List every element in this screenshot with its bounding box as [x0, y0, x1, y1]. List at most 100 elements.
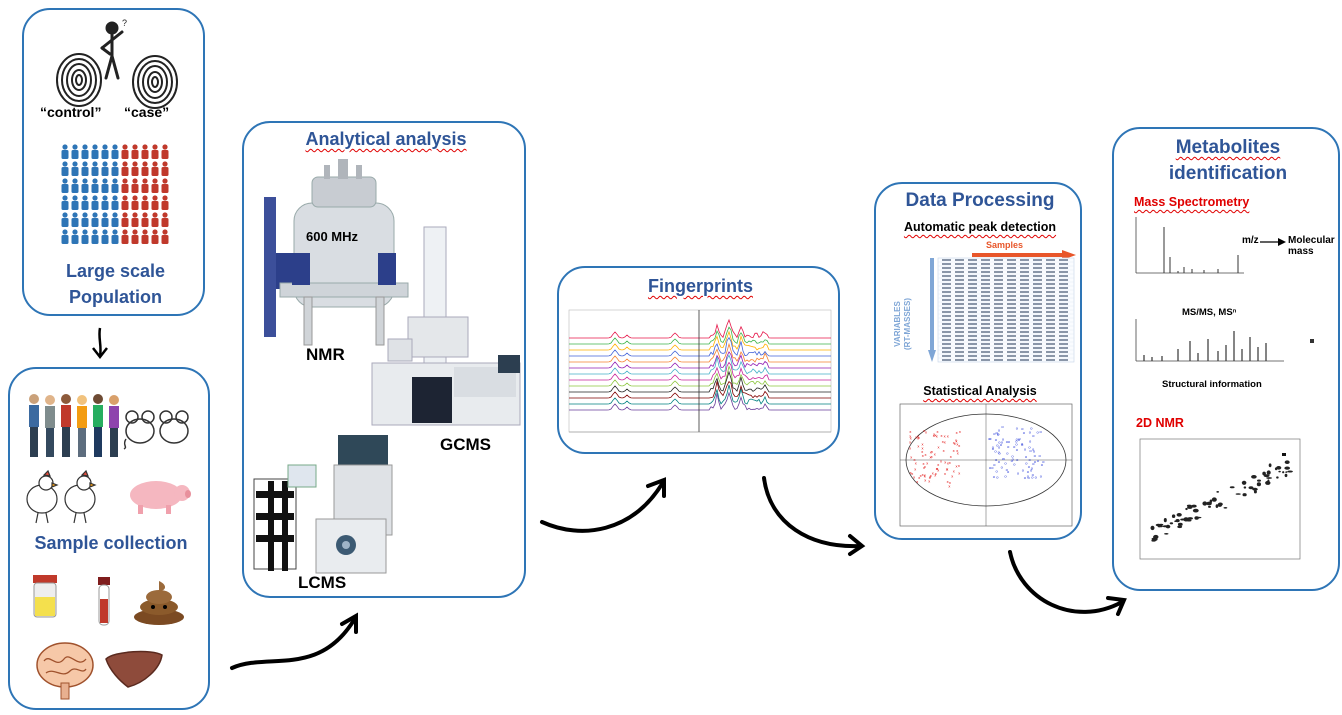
svg-text:o: o	[1029, 457, 1032, 462]
svg-text:x: x	[915, 460, 917, 465]
svg-text:o: o	[1029, 438, 1032, 443]
svg-text:x: x	[942, 439, 944, 444]
svg-text:x: x	[935, 432, 937, 437]
svg-text:x: x	[958, 471, 960, 476]
svg-text:o: o	[996, 443, 999, 448]
svg-text:o: o	[998, 445, 1001, 450]
svg-text:x: x	[910, 454, 912, 459]
svg-text:o: o	[1031, 474, 1034, 479]
svg-text:x: x	[940, 459, 942, 464]
svg-text:x: x	[946, 467, 948, 472]
lcms-label: LCMS	[298, 573, 347, 592]
svg-text:x: x	[953, 440, 955, 445]
svg-text:x: x	[922, 453, 924, 458]
svg-text:o: o	[1017, 470, 1020, 475]
samples-arrow-icon	[972, 250, 1076, 260]
svg-text:x: x	[958, 463, 960, 468]
sample-collection-title: Sample collection	[34, 533, 188, 553]
svg-text:o: o	[1015, 442, 1018, 447]
svg-text:x: x	[955, 437, 957, 442]
svg-text:x: x	[932, 470, 934, 475]
svg-text:x: x	[937, 468, 939, 473]
metabolites-title-line1: Metabolites	[1175, 137, 1281, 158]
svg-text:o: o	[994, 448, 997, 453]
svg-text:o: o	[1042, 459, 1045, 464]
svg-text:o: o	[995, 457, 998, 462]
svg-text:o: o	[993, 462, 996, 467]
svg-text:o: o	[1034, 459, 1037, 464]
svg-text:o: o	[989, 465, 992, 470]
structural-information-label: Structural information	[1162, 379, 1262, 390]
svg-text:x: x	[918, 475, 920, 480]
svg-text:x: x	[916, 479, 918, 484]
svg-text:o: o	[1025, 454, 1028, 459]
chickens-icon	[26, 469, 97, 524]
svg-text:o: o	[1039, 453, 1042, 458]
svg-text:o: o	[993, 431, 996, 436]
svg-text:x: x	[936, 434, 938, 439]
svg-text:x: x	[949, 480, 951, 485]
svg-text:o: o	[1001, 465, 1004, 470]
svg-text:x: x	[921, 449, 923, 454]
svg-text:x: x	[911, 471, 913, 476]
svg-text:x: x	[944, 459, 946, 464]
svg-text:o: o	[1022, 468, 1025, 473]
svg-text:x: x	[915, 435, 917, 440]
svg-text:x: x	[923, 428, 925, 433]
pig-icon	[130, 481, 191, 514]
flow-arrow-4-icon	[1008, 550, 1127, 616]
svg-text:?: ?	[122, 18, 127, 28]
msms-label: MS/MS, MSⁿ	[1182, 307, 1237, 318]
brain-icon	[36, 642, 94, 700]
mass-spectrometry-title: Mass Spectrometry	[1134, 195, 1250, 209]
blood-tube-icon	[98, 577, 110, 626]
svg-text:o: o	[1004, 473, 1007, 478]
svg-text:x: x	[933, 432, 935, 437]
mz-label: m/z	[1242, 235, 1259, 246]
svg-text:o: o	[1030, 467, 1033, 472]
svg-text:x: x	[956, 448, 958, 453]
svg-text:o: o	[1025, 461, 1028, 466]
population-title: Large scale Population	[24, 258, 207, 310]
svg-text:o: o	[1028, 475, 1031, 480]
flow-arrow-1-icon	[230, 612, 358, 670]
nmr2d-title: 2D NMR	[1136, 416, 1184, 430]
svg-text:o: o	[1021, 426, 1024, 431]
svg-text:x: x	[941, 433, 943, 438]
spectra-overlay-plot	[568, 309, 832, 433]
case-label: “case”	[124, 104, 170, 120]
svg-text:o: o	[1021, 441, 1024, 446]
svg-text:x: x	[934, 452, 936, 457]
svg-text:x: x	[954, 441, 956, 446]
ms-spectrum-plot	[1135, 217, 1244, 274]
svg-text:o: o	[993, 474, 996, 479]
svg-text:o: o	[1002, 456, 1005, 461]
svg-text:x: x	[938, 444, 940, 449]
svg-text:x: x	[944, 471, 946, 476]
svg-text:x: x	[917, 443, 919, 448]
svg-text:o: o	[1033, 449, 1036, 454]
svg-text:x: x	[943, 448, 945, 453]
svg-text:x: x	[925, 452, 927, 457]
svg-text:o: o	[996, 469, 999, 474]
svg-text:o: o	[1006, 450, 1009, 455]
svg-text:x: x	[944, 434, 946, 439]
svg-text:x: x	[957, 451, 959, 456]
variables-text: VARIABLES	[893, 301, 902, 347]
population-title-line1: Large scale	[65, 261, 166, 281]
gcms-instrument-icon	[371, 226, 521, 426]
svg-text:x: x	[925, 430, 927, 435]
svg-text:o: o	[1032, 433, 1035, 438]
statistical-analysis-title: Statistical Analysis	[923, 384, 1037, 398]
svg-text:x: x	[922, 442, 924, 447]
svg-text:o: o	[1016, 437, 1019, 442]
svg-text:x: x	[953, 448, 955, 453]
svg-text:x: x	[929, 474, 931, 479]
svg-text:o: o	[1016, 447, 1019, 452]
svg-text:o: o	[1029, 448, 1032, 453]
svg-text:o: o	[991, 465, 994, 470]
svg-text:o: o	[997, 431, 1000, 436]
thinking-person-icon: ?	[100, 18, 127, 80]
svg-text:x: x	[922, 472, 924, 477]
svg-text:o: o	[992, 446, 995, 451]
